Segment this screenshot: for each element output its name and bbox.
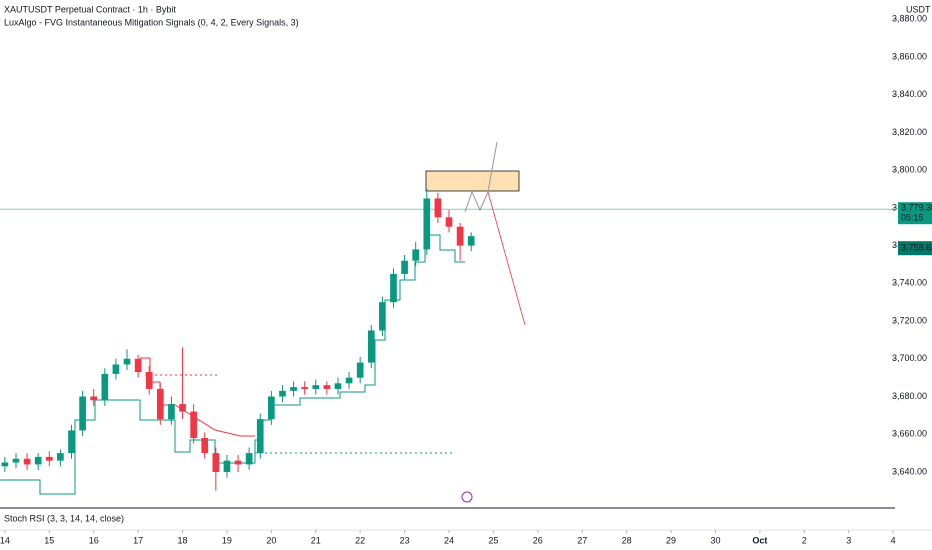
x-tick-label: 17 bbox=[133, 535, 143, 545]
candle-body bbox=[279, 390, 286, 397]
candle-body bbox=[412, 249, 420, 261]
candle-body bbox=[12, 458, 20, 463]
candle-body bbox=[168, 404, 175, 420]
x-tick-label: 18 bbox=[178, 535, 188, 545]
y-tick-label: 3,840.00 bbox=[892, 89, 927, 99]
last-price-label: 3,779.30 bbox=[901, 203, 932, 213]
candle-body bbox=[234, 460, 242, 465]
candle-body bbox=[390, 273, 397, 303]
candle-body bbox=[123, 358, 131, 365]
candle-body bbox=[301, 387, 308, 389]
y-tick-label: 3,820.00 bbox=[892, 127, 927, 137]
y-tick-label: 3,720.00 bbox=[892, 315, 927, 325]
candle-body bbox=[334, 383, 342, 389]
y-tick-label: 3,880.00 bbox=[892, 14, 927, 24]
event-marker[interactable] bbox=[461, 491, 473, 503]
projection-up bbox=[487, 141, 498, 193]
candle-body bbox=[201, 438, 209, 454]
candle-body bbox=[323, 385, 331, 389]
x-tick-label: 25 bbox=[488, 535, 498, 545]
chart-title: XAUTUSDT Perpetual Contract · 1h · Bybit bbox=[4, 4, 176, 14]
y-tick-label: 3,680.00 bbox=[892, 391, 927, 401]
fvg-zone bbox=[425, 170, 520, 192]
x-tick-label: 14 bbox=[0, 535, 10, 545]
projection bbox=[464, 190, 489, 213]
x-tick-label: 26 bbox=[533, 535, 543, 545]
candle-body bbox=[134, 358, 142, 372]
candle-body bbox=[23, 458, 31, 465]
candle-body bbox=[223, 460, 231, 472]
candle-body bbox=[101, 373, 109, 401]
candle-body bbox=[345, 377, 353, 384]
x-tick-label: 20 bbox=[266, 535, 276, 545]
x-tick-label: 19 bbox=[222, 535, 232, 545]
x-tick-label: 27 bbox=[577, 535, 587, 545]
candle-body bbox=[57, 453, 64, 461]
x-tick-label: 30 bbox=[710, 535, 720, 545]
candle-body bbox=[456, 226, 464, 246]
candle-body bbox=[245, 453, 253, 465]
indicator-label: LuxAlgo - FVG Instantaneous Mitigation S… bbox=[4, 17, 299, 27]
candle-body bbox=[290, 387, 297, 391]
x-tick-label: 29 bbox=[666, 535, 676, 545]
candle-body bbox=[367, 330, 375, 363]
x-tick-label: 16 bbox=[89, 535, 99, 545]
candle-body bbox=[379, 302, 386, 331]
x-tick-label: 23 bbox=[400, 535, 410, 545]
pane-label: Stoch RSI (3, 3, 14, 14, close) bbox=[4, 513, 124, 523]
y-tick-label: 3,640.00 bbox=[892, 466, 927, 476]
countdown-label: 05:15 bbox=[901, 213, 924, 223]
x-tick-label: Oct bbox=[752, 535, 767, 545]
candle-body bbox=[1, 462, 9, 467]
y-tick-label: 3,740.00 bbox=[892, 278, 927, 288]
candle-body bbox=[401, 260, 408, 274]
candle-body bbox=[312, 385, 320, 389]
candle-body bbox=[356, 362, 364, 378]
y-tick-label: 3,800.00 bbox=[892, 165, 927, 175]
x-tick-label: 2 bbox=[802, 535, 807, 545]
candle-body bbox=[268, 396, 275, 420]
last-price-box bbox=[898, 202, 932, 225]
y-tick-label: 3,660.00 bbox=[892, 429, 927, 439]
indicator-price-box bbox=[898, 241, 932, 256]
candle-body bbox=[434, 198, 442, 218]
trailing-line bbox=[0, 234, 465, 495]
candle-body bbox=[90, 396, 98, 401]
candle-body bbox=[79, 396, 86, 431]
x-tick-label: 3 bbox=[846, 535, 851, 545]
indicator-price-label: 3,758.62 bbox=[901, 243, 932, 253]
x-tick-label: 4 bbox=[891, 535, 896, 545]
candle-body bbox=[156, 388, 164, 420]
candle-body bbox=[34, 456, 42, 465]
candle-body bbox=[179, 404, 186, 412]
currency-label: USDT bbox=[906, 4, 931, 14]
y-tick-label: 3,700.00 bbox=[892, 353, 927, 363]
candle-body bbox=[467, 236, 475, 246]
candle-body bbox=[423, 198, 431, 250]
x-tick-label: 24 bbox=[444, 535, 454, 545]
candle-body bbox=[68, 430, 75, 454]
candle-body bbox=[190, 411, 197, 439]
projection-down bbox=[487, 191, 526, 326]
candle-body bbox=[256, 419, 264, 454]
x-tick-label: 22 bbox=[355, 535, 365, 545]
candle-body bbox=[145, 371, 153, 389]
y-tick-label: 3,860.00 bbox=[892, 51, 927, 61]
candle-body bbox=[445, 217, 453, 227]
x-tick-label: 21 bbox=[311, 535, 321, 545]
x-tick-label: 28 bbox=[622, 535, 632, 545]
x-tick-label: 15 bbox=[44, 535, 54, 545]
candle-body bbox=[212, 453, 220, 472]
candle-body bbox=[112, 364, 120, 374]
candle-body bbox=[45, 456, 53, 461]
